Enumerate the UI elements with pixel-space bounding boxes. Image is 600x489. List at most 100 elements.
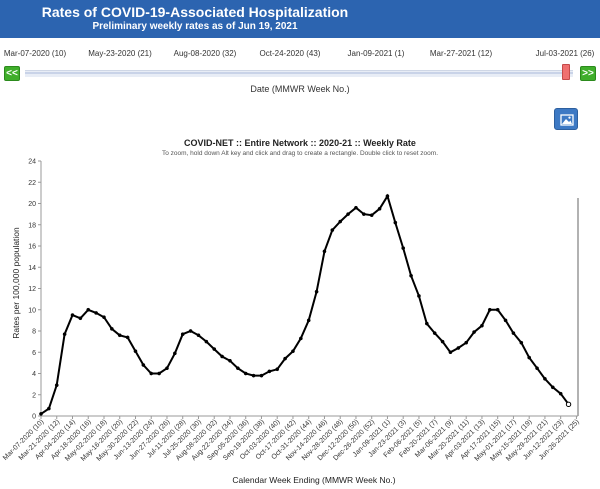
y-tick-label: 20 [28, 201, 36, 208]
data-point[interactable] [125, 335, 130, 340]
data-point[interactable] [314, 289, 319, 294]
data-point[interactable] [235, 366, 240, 371]
data-point[interactable] [480, 323, 484, 328]
data-point[interactable] [110, 327, 114, 331]
data-point[interactable] [54, 383, 59, 388]
data-point[interactable] [543, 376, 547, 381]
slider-prev-button[interactable]: << [4, 66, 20, 81]
data-point[interactable] [165, 366, 169, 371]
data-point[interactable] [346, 212, 350, 216]
data-point[interactable] [157, 371, 161, 376]
slider-next-button[interactable]: >> [580, 66, 596, 81]
data-point[interactable] [102, 315, 106, 320]
data-point[interactable] [385, 194, 390, 198]
data-point[interactable] [448, 350, 453, 355]
slider-label: Oct-24-2020 (43) [259, 49, 321, 58]
data-point[interactable] [440, 339, 445, 344]
series-line [40, 193, 570, 415]
data-point[interactable] [283, 356, 287, 361]
data-point[interactable] [369, 213, 374, 218]
data-point[interactable] [149, 371, 154, 376]
y-tick-label: 0 [32, 414, 36, 421]
data-point[interactable] [47, 406, 51, 411]
slider-label: Jan-09-2021 (1) [347, 49, 405, 58]
data-point[interactable] [275, 367, 280, 372]
data-point[interactable] [267, 369, 272, 374]
data-point[interactable] [196, 333, 201, 338]
data-point[interactable] [291, 349, 295, 354]
data-point[interactable] [527, 355, 532, 360]
slider-label: Mar-27-2021 (12) [429, 49, 493, 58]
data-point[interactable] [503, 318, 508, 323]
y-tick-label: 2 [32, 392, 36, 399]
data-point[interactable] [464, 340, 469, 345]
data-point[interactable] [361, 212, 366, 216]
download-image-button[interactable] [554, 108, 578, 130]
data-point[interactable] [251, 373, 256, 378]
data-point[interactable] [377, 206, 382, 211]
date-slider-track[interactable] [25, 70, 573, 77]
data-point[interactable] [180, 332, 185, 337]
y-tick-label: 8 [32, 329, 36, 336]
chart-subtitle: To zoom, hold down Alt key and click and… [161, 150, 439, 157]
data-point[interactable] [62, 332, 67, 337]
slider-label: May-23-2020 (21) [88, 49, 152, 58]
data-point[interactable] [424, 321, 429, 326]
chart-title: COVID-NET :: Entire Network :: 2020-21 :… [184, 138, 416, 148]
data-point[interactable] [228, 358, 232, 363]
data-point[interactable] [117, 333, 122, 338]
page-subtitle: Preliminary weekly rates as of Jun 19, 2… [92, 21, 298, 32]
y-tick-label: 16 [28, 244, 36, 251]
data-point[interactable] [94, 311, 98, 315]
image-icon [560, 114, 574, 126]
data-point[interactable] [141, 363, 146, 367]
data-point[interactable] [133, 349, 138, 354]
y-tick-label: 24 [28, 159, 36, 166]
data-point[interactable] [401, 246, 406, 250]
y-tick-label: 12 [28, 286, 36, 293]
data-point[interactable] [212, 347, 217, 351]
data-point[interactable] [220, 354, 224, 359]
y-tick-label: 10 [28, 307, 36, 314]
data-point[interactable] [456, 346, 461, 350]
date-slider-handle[interactable] [562, 64, 570, 80]
page-title: Rates of COVID-19-Associated Hospitaliza… [41, 4, 349, 20]
data-point[interactable] [188, 329, 193, 333]
data-point[interactable] [306, 318, 311, 323]
data-point[interactable] [511, 331, 516, 335]
slider-axis-label: Date (MMWR Week No.) [250, 84, 350, 94]
data-point[interactable] [78, 316, 83, 321]
data-point[interactable] [550, 385, 555, 390]
data-point[interactable] [86, 307, 91, 312]
date-slider-labels: Mar-07-2020 (10) May-23-2020 (21) Aug-08… [0, 49, 600, 61]
data-point[interactable] [39, 412, 43, 416]
data-point[interactable] [417, 294, 421, 298]
data-point[interactable] [322, 249, 327, 254]
data-point[interactable] [432, 331, 437, 335]
data-point[interactable] [535, 366, 539, 371]
data-point[interactable] [495, 307, 500, 312]
x-axis-title: Calendar Week Ending (MMWR Week No.) [232, 475, 395, 485]
slider-label: Aug-08-2020 (32) [173, 49, 237, 58]
data-point[interactable] [243, 371, 248, 376]
page-header: Rates of COVID-19-Associated Hospitaliza… [0, 0, 600, 38]
data-point[interactable] [519, 340, 524, 345]
data-point[interactable] [173, 351, 177, 356]
data-point[interactable] [204, 339, 209, 344]
data-point[interactable] [330, 228, 335, 232]
data-point[interactable] [354, 205, 358, 210]
data-point[interactable] [70, 313, 75, 317]
data-point[interactable] [393, 220, 398, 225]
data-point[interactable] [472, 330, 476, 334]
data-point[interactable] [565, 401, 572, 408]
data-point[interactable] [298, 336, 303, 341]
slider-label: Jul-03-2021 (26) [535, 49, 595, 58]
y-axis-title: Rates per 100,000 population [11, 227, 21, 339]
date-slider-range [25, 72, 573, 74]
data-point[interactable] [338, 219, 343, 224]
data-point[interactable] [409, 273, 413, 278]
data-point[interactable] [487, 307, 492, 312]
data-point[interactable] [259, 373, 264, 378]
data-point[interactable] [558, 391, 563, 396]
